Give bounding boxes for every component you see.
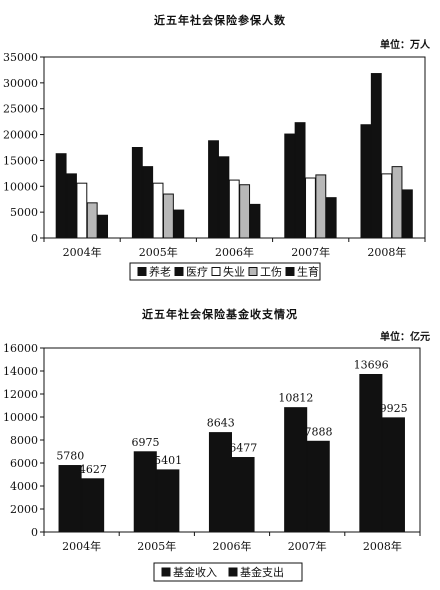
bar <box>306 440 330 533</box>
x-tick-label: 2006年 <box>213 539 252 553</box>
bar <box>58 465 82 533</box>
x-tick-label: 2004年 <box>63 245 102 259</box>
bar <box>359 373 383 533</box>
bar <box>284 133 296 239</box>
chart-title: 近五年社会保险基金收支情况 <box>142 308 298 321</box>
data-label: 8643 <box>207 417 235 430</box>
x-tick-label: 2006年 <box>215 245 254 259</box>
legend-swatch <box>228 567 238 577</box>
y-tick-label: 25000 <box>3 103 38 116</box>
legend-swatch <box>161 567 171 577</box>
y-tick-label: 8000 <box>10 434 38 447</box>
bar <box>228 179 240 239</box>
legend-label: 基金收入 <box>173 565 217 579</box>
bar <box>142 166 154 239</box>
x-tick-label: 2004年 <box>62 539 101 553</box>
y-tick-label: 10000 <box>3 180 38 193</box>
data-label: 7888 <box>304 425 332 438</box>
bar <box>284 407 308 533</box>
data-label: 13696 <box>354 358 389 371</box>
bar <box>325 197 337 239</box>
data-label: 6975 <box>132 436 160 449</box>
bar <box>55 153 67 239</box>
y-tick-label: 0 <box>31 232 38 245</box>
bar <box>86 202 98 239</box>
legend-label: 生育 <box>297 265 319 279</box>
bar <box>81 478 105 533</box>
bar <box>294 122 306 239</box>
x-tick-label: 2005年 <box>139 245 178 259</box>
y-tick-label: 6000 <box>10 457 38 470</box>
y-tick-label: 16000 <box>3 342 38 355</box>
y-tick-label: 4000 <box>10 480 38 493</box>
bar <box>360 124 372 239</box>
y-tick-label: 0 <box>31 526 38 539</box>
data-label: 4627 <box>79 463 107 476</box>
chart-unit: 单位：亿元 <box>380 332 430 343</box>
y-tick-label: 35000 <box>3 51 38 64</box>
bar <box>173 209 185 239</box>
legend-box <box>153 562 303 582</box>
bar <box>208 140 219 239</box>
bar <box>381 417 405 533</box>
data-label: 9925 <box>380 402 408 415</box>
data-label: 5780 <box>56 450 84 463</box>
bar <box>133 451 157 533</box>
bar <box>401 189 413 239</box>
legend-label: 失业 <box>223 266 245 279</box>
bar <box>391 166 403 239</box>
y-tick-label: 5000 <box>10 206 38 219</box>
legend-swatch <box>285 267 295 276</box>
x-tick-label: 2005年 <box>137 539 176 553</box>
bar <box>305 177 316 239</box>
insured-persons-chart: 近五年社会保险参保人数 单位：万人 0 5000 10000 15000 20000 25… <box>0 0 440 290</box>
legend-swatch <box>211 267 221 276</box>
bar <box>97 214 109 239</box>
x-tick-label: 2007年 <box>288 539 327 553</box>
bar <box>249 203 261 239</box>
chart-plot-insured: 0 5000 10000 15000 20000 25000 30000 35000 2004年… <box>3 51 426 281</box>
bar <box>208 432 233 533</box>
y-tick-label: 10000 <box>3 411 38 424</box>
bar <box>76 182 88 239</box>
bar <box>315 174 327 239</box>
bar <box>239 184 251 239</box>
data-label: 10812 <box>278 392 313 405</box>
legend-label: 工伤 <box>260 266 282 279</box>
y-tick-label: 15000 <box>3 154 38 167</box>
legend-label: 基金支出 <box>240 565 284 579</box>
legend-swatch <box>174 267 184 276</box>
bar <box>218 156 230 239</box>
x-tick-label: 2007年 <box>291 245 330 259</box>
bar <box>66 173 77 239</box>
bar <box>152 182 164 239</box>
legend-label: 养老 <box>149 265 171 279</box>
y-tick-label: 20000 <box>3 129 38 142</box>
bar <box>162 193 174 239</box>
chart-title: 近五年社会保险参保人数 <box>154 14 286 27</box>
y-tick-label: 14000 <box>3 365 38 378</box>
bar <box>381 173 393 239</box>
x-tick-label: 2008年 <box>367 245 406 259</box>
legend-label: 医疗 <box>186 265 208 279</box>
fund-income-expense-chart: 近五年社会保险基金收支情况 单位：亿元 0 2000 4000 6000 8000 100… <box>0 298 440 590</box>
bar <box>156 469 180 533</box>
legend-swatch <box>137 267 147 276</box>
data-label: 6477 <box>229 442 257 455</box>
chart-plot-fund: 0 2000 4000 6000 8000 10000 12000 14000 16000 200… <box>3 342 421 582</box>
y-tick-label: 30000 <box>3 77 38 90</box>
bar <box>131 147 143 239</box>
legend-swatch <box>248 267 258 276</box>
y-tick-label: 12000 <box>3 388 38 401</box>
chart-unit: 单位：万人 <box>380 40 430 51</box>
y-tick-label: 2000 <box>10 503 38 516</box>
bar <box>370 73 382 239</box>
bar <box>231 457 255 533</box>
x-tick-label: 2008年 <box>363 539 402 553</box>
data-label: 5401 <box>154 454 182 467</box>
